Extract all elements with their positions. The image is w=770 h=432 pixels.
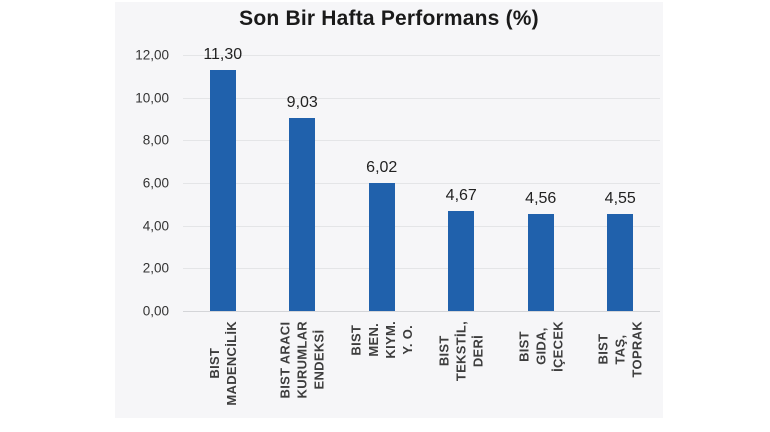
x-category-label: BIST MADENCİLİK [206,321,239,406]
chart-panel: Son Bir Hafta Performans (%) 12,00 10,00 8… [115,2,663,418]
bar-value-label: 6,02 [366,158,398,176]
bar-value-label: 9,03 [286,94,318,112]
x-category-label: BIST TAŞ, TOPRAK [595,321,645,378]
plot-area: 11,30 BIST MADENCİLİK 9,03 BIST ARACI KURUM… [183,46,660,406]
x-category-label: BIST MEN. KIYM. Y. O. [348,321,415,359]
gridline [183,311,660,312]
y-tick-label: 10,00 [135,90,169,106]
gridline [183,183,660,184]
y-tick-label: 6,00 [142,175,169,191]
gridline [183,55,660,56]
bar [527,213,554,311]
chart-title: Son Bir Hafta Performans (%) [239,7,539,30]
bar [368,182,395,311]
bar-value-label: 4,67 [445,187,477,205]
gridline [183,268,660,270]
bar [289,118,316,311]
y-axis: 12,00 10,00 8,00 6,00 4,00 2,00 0,00 [115,48,169,319]
bar [607,213,634,311]
y-tick-label: 2,00 [142,260,169,276]
gridline [183,225,660,227]
bar [448,211,475,311]
y-tick-label: 0,00 [142,303,169,319]
gridline [183,140,660,142]
bar-value-label: 4,56 [525,189,557,207]
x-category-label: BIST GIDA, İÇECEK [516,321,566,372]
bar [209,69,236,311]
y-tick-label: 12,00 [135,47,169,63]
y-tick-label: 8,00 [142,132,169,148]
x-category-label: BIST TEKSTİL, DERİ [436,320,486,382]
bar-value-label: 11,30 [203,45,243,63]
bar-value-label: 4,55 [604,189,636,207]
gridline [183,97,660,99]
x-category-label: BIST ARACI KURUMLAR ENDEKSİ [277,321,327,399]
y-tick-label: 4,00 [142,218,169,234]
